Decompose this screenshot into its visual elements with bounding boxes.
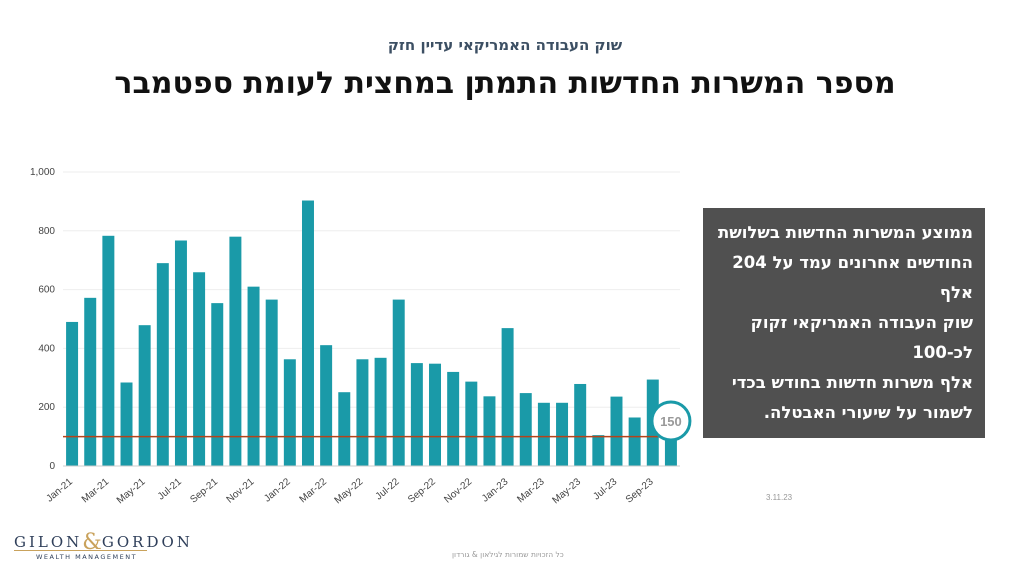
logo-wordmark: GILON&GORDON <box>14 528 190 555</box>
bar-may-23 <box>574 383 587 466</box>
slide-title: מספר המשרות החדשות התמתן במחצית לעומת ספ… <box>114 66 896 101</box>
company-logo: GILON&GORDON WEALTH MANAGEMENT <box>14 528 190 568</box>
callout-box: ממוצע המשרות החדשות בשלושת החודשים אחרונ… <box>703 208 985 438</box>
bar-apr-21 <box>120 382 133 466</box>
bar-feb-23 <box>519 393 532 466</box>
bar-nov-21 <box>247 286 260 466</box>
bar-oct-22 <box>447 371 460 466</box>
bar-jul-23 <box>610 396 623 466</box>
x-tick-label: May-23 <box>550 476 583 506</box>
x-tick-label: Jul-21 <box>156 476 184 502</box>
slide-subtitle: שוק העבודה האמריקאי עדיין חזק <box>387 36 623 54</box>
x-tick-label: Jan-23 <box>480 476 511 504</box>
x-tick-label: Sep-23 <box>624 476 656 505</box>
date-stamp: 3.11.23 <box>766 493 793 502</box>
bar-sep-22 <box>429 363 442 466</box>
bar-oct-21 <box>229 236 242 466</box>
bar-aug-21 <box>193 272 206 466</box>
bar-jun-21 <box>156 263 169 466</box>
bar-jan-21 <box>66 321 79 466</box>
highlight-marker <box>650 400 692 442</box>
x-tick-label: Mar-23 <box>515 476 547 505</box>
y-tick-label: 200 <box>38 402 55 413</box>
bar-jan-23 <box>501 328 514 466</box>
x-tick-label: May-22 <box>333 476 366 506</box>
x-tick-label: Jul-22 <box>374 476 402 502</box>
x-tick-label: Jan-21 <box>44 476 75 504</box>
bar-jun-22 <box>374 357 387 466</box>
x-tick-label: Sep-22 <box>406 476 438 505</box>
bar-sep-21 <box>211 303 224 466</box>
bar-mar-22 <box>320 345 333 466</box>
bar-jul-21 <box>174 240 187 466</box>
bar-dec-22 <box>483 396 496 466</box>
x-tick-label: Mar-22 <box>298 476 330 505</box>
bar-jun-23 <box>592 435 605 466</box>
y-tick-label: 0 <box>49 461 55 472</box>
logo-subtitle: WEALTH MANAGEMENT <box>36 553 138 561</box>
bar-dec-21 <box>265 299 278 466</box>
x-tick-label: Jan-22 <box>262 476 293 504</box>
x-tick-label: Nov-21 <box>225 476 257 505</box>
y-tick-label: 400 <box>38 343 55 354</box>
x-tick-label: May-21 <box>115 476 148 506</box>
bar-nov-22 <box>465 381 478 466</box>
bar-mar-23 <box>537 402 550 466</box>
y-tick-label: 1,000 <box>30 167 55 178</box>
logo-ampersand: & <box>82 530 102 555</box>
bar-oct-23 <box>664 421 677 466</box>
bar-feb-21 <box>84 297 97 466</box>
x-tick-label: Sep-21 <box>188 476 220 505</box>
bar-aug-23 <box>628 417 641 466</box>
bar-jul-22 <box>392 299 405 466</box>
x-tick-label: Jul-23 <box>591 476 619 502</box>
x-tick-label: Mar-21 <box>80 476 112 505</box>
x-tick-label: Nov-22 <box>442 476 474 505</box>
logo-name-right: GORDON <box>101 533 193 551</box>
y-tick-label: 800 <box>38 226 55 237</box>
copyright-footer: כל הזכויות שמורות לגילאון & גורדון <box>452 550 564 559</box>
bar-mar-21 <box>102 235 115 466</box>
bar-apr-23 <box>556 402 569 466</box>
logo-name-left: GILON <box>14 533 83 551</box>
y-tick-label: 600 <box>38 285 55 296</box>
bar-may-21 <box>138 325 151 466</box>
bar-jan-22 <box>283 359 296 466</box>
bar-apr-22 <box>338 392 351 466</box>
bar-feb-22 <box>301 200 314 466</box>
bar-aug-22 <box>410 363 423 466</box>
callout-text: ממוצע המשרות החדשות בשלושת החודשים אחרונ… <box>717 223 973 422</box>
highlight-label: 150 <box>660 414 682 429</box>
logo-divider <box>14 550 147 551</box>
bar-may-22 <box>356 359 369 466</box>
